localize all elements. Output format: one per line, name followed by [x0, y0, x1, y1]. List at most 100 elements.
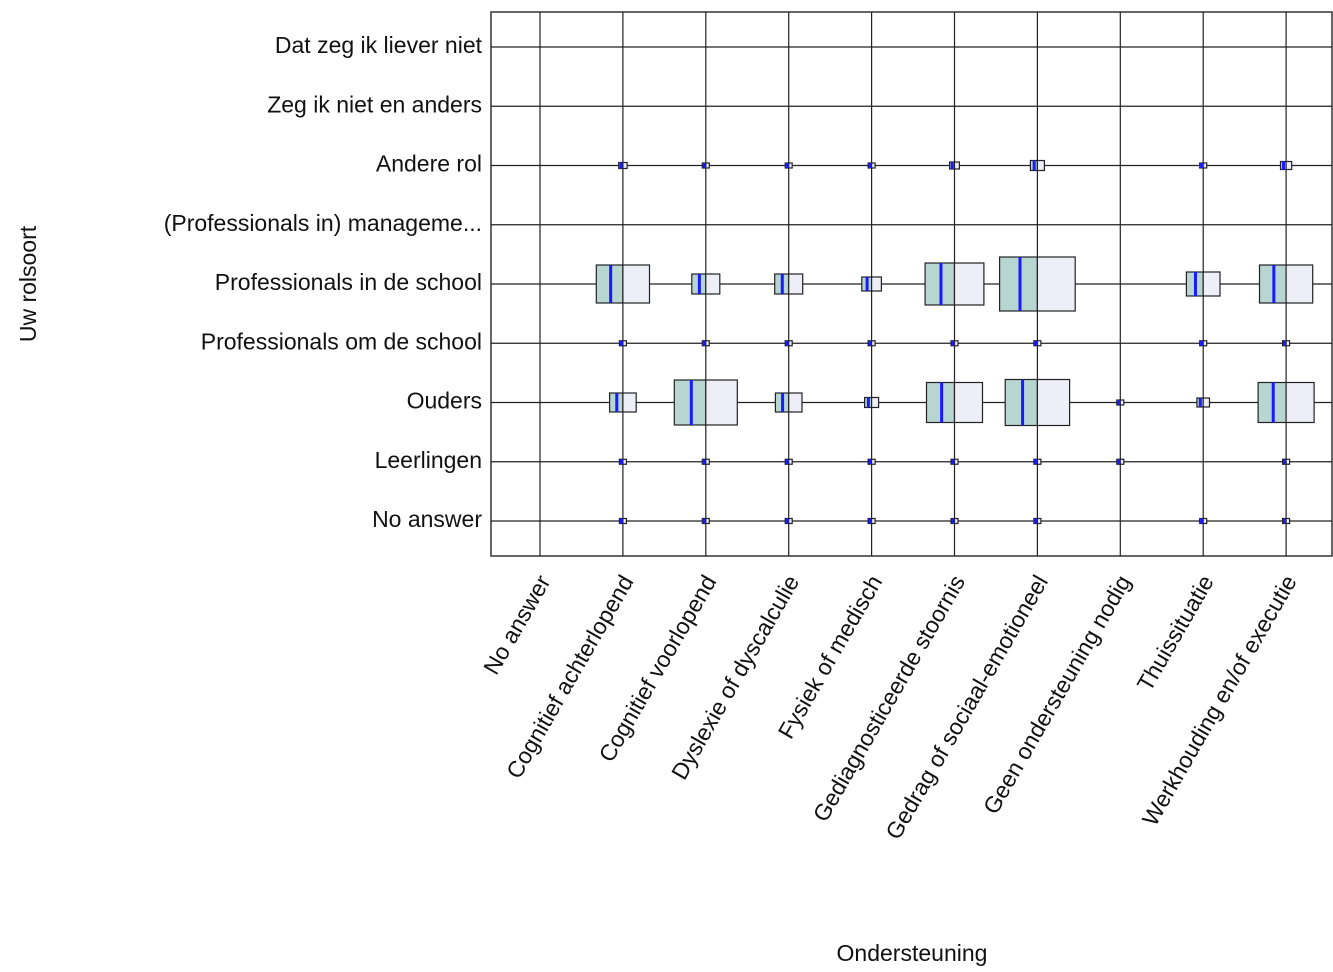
cell-right: [1202, 517, 1208, 525]
cell-right: [870, 517, 876, 525]
x-tick-label: Werkhouding en/of executie: [1137, 571, 1302, 831]
cell-right: [705, 379, 738, 426]
y-tick-label: Dat zeg ik liever niet: [275, 32, 483, 58]
cell-box: [595, 264, 651, 304]
cell-box: [618, 517, 628, 525]
cell-box: [1281, 517, 1291, 525]
cell-box: [950, 517, 959, 525]
x-tick-label: Geen ondersteuning nodig: [978, 571, 1136, 819]
cell-right: [953, 517, 959, 525]
cell-box: [950, 458, 959, 465]
y-tick-label: Zeg ik niet en anders: [267, 91, 482, 117]
x-tick-label: Thuissituatie: [1132, 571, 1219, 696]
cell-box: [1199, 340, 1208, 347]
cell-right: [870, 162, 876, 169]
cell-box: [950, 340, 959, 347]
cell-box: [1258, 264, 1314, 304]
cell-box: [618, 161, 628, 170]
cell-right: [1119, 458, 1125, 465]
cell-box: [948, 161, 961, 170]
cell-right: [1119, 399, 1125, 406]
cell-box: [1033, 517, 1042, 525]
cell-box: [673, 379, 738, 426]
cell-right: [1036, 340, 1042, 347]
cell-right: [1285, 381, 1315, 424]
x-axis-title: Ondersteuning: [837, 940, 988, 966]
cell-right: [622, 458, 628, 465]
cell-right: [788, 458, 793, 465]
cell-box: [1116, 399, 1125, 406]
cell-right: [622, 517, 628, 525]
cell-box: [867, 340, 876, 347]
cell-box: [863, 396, 880, 409]
cell-right: [788, 392, 803, 413]
cell-box: [1029, 159, 1046, 172]
cell-box: [924, 262, 985, 306]
cell-box: [1116, 458, 1125, 465]
cell-right: [1285, 517, 1291, 525]
cell-box: [1199, 517, 1208, 525]
cell-right: [1285, 340, 1291, 347]
cell-right: [622, 264, 651, 304]
cell-right: [1202, 162, 1208, 169]
cell-right: [953, 381, 984, 424]
x-tick-label: Gediagnosticeerde stoornis: [808, 571, 971, 826]
y-tick-label: Leerlingen: [375, 447, 482, 473]
y-tick-label: Professionals om de school: [201, 328, 482, 354]
cell-box: [1196, 397, 1211, 408]
cell-box: [608, 392, 637, 413]
cell-right: [705, 340, 710, 347]
cell-right: [953, 340, 959, 347]
y-axis-title: Uw rolsoort: [15, 225, 41, 342]
cell-box: [1281, 458, 1291, 465]
cell-right: [1202, 271, 1221, 297]
cell-box: [861, 276, 882, 292]
cell-box: [784, 340, 793, 347]
cell-right: [870, 340, 876, 347]
cell-box: [1033, 340, 1042, 347]
cell-right: [1285, 264, 1314, 304]
cell-right: [705, 162, 710, 169]
cell-box: [618, 458, 628, 465]
cell-box: [784, 458, 793, 465]
cell-right: [1202, 397, 1211, 408]
cell-box: [1281, 340, 1291, 347]
cell-right: [1036, 378, 1071, 427]
cell-right: [1036, 458, 1042, 465]
cell-right: [953, 458, 959, 465]
cell-box: [701, 340, 710, 347]
cell-right: [1202, 340, 1208, 347]
cell-box: [925, 381, 984, 424]
cell-box: [618, 340, 628, 347]
cell-right: [1036, 159, 1046, 172]
cell-box: [867, 458, 876, 465]
cell-box: [867, 517, 876, 525]
cell-box: [701, 517, 710, 525]
cell-right: [870, 396, 880, 409]
y-tick-label: Professionals in de school: [215, 269, 482, 295]
y-tick-label: Ouders: [407, 388, 482, 414]
cell-right: [705, 273, 721, 295]
cell-box: [784, 517, 793, 525]
cell-box: [774, 273, 804, 295]
cell-box: [1185, 271, 1221, 297]
cell-box: [701, 162, 710, 169]
cell-right: [705, 517, 710, 525]
cell-right: [870, 276, 882, 292]
cell-right: [1036, 256, 1076, 312]
cell-right: [870, 458, 876, 465]
cell-right: [788, 517, 793, 525]
cell-box: [1199, 162, 1208, 169]
cell-box: [1257, 381, 1315, 424]
x-tick-label: No answer: [478, 570, 556, 679]
cell-right: [622, 161, 628, 170]
cell-box: [1279, 160, 1293, 171]
cell-box: [784, 162, 793, 169]
cell-box: [691, 273, 721, 295]
cell-right: [705, 458, 710, 465]
cell-right: [953, 161, 961, 170]
cell-right: [788, 162, 793, 169]
cell-right: [1285, 458, 1291, 465]
cell-box: [867, 162, 876, 169]
